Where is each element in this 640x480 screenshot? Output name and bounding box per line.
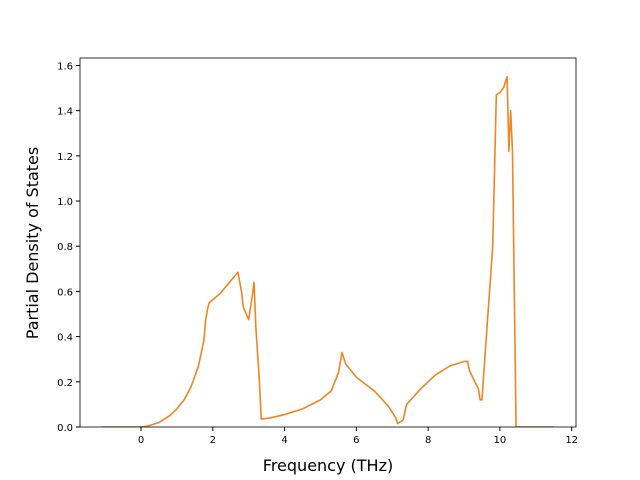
data-line — [101, 75, 554, 427]
x-tick-label: 8 — [425, 435, 431, 446]
x-tick-label: 6 — [353, 435, 359, 446]
x-tick-label: 0 — [138, 435, 144, 446]
y-tick-label: 0.0 — [57, 423, 73, 434]
x-axis-label: Frequency (THz) — [263, 456, 393, 475]
x-tick-label: 4 — [281, 435, 287, 446]
y-tick-label: 1.6 — [57, 61, 73, 72]
y-tick-label: 1.4 — [57, 107, 73, 118]
y-tick-label: 0.4 — [57, 333, 73, 344]
y-tick-label: 1.2 — [57, 152, 73, 163]
x-tick-label: 12 — [565, 435, 578, 446]
y-axis-label: Partial Density of States — [23, 147, 42, 339]
y-tick-label: 1.0 — [57, 197, 73, 208]
y-tick-label: 0.8 — [57, 242, 73, 253]
y-tick-label: 0.2 — [57, 378, 73, 389]
y-tick-label: 0.6 — [57, 287, 73, 298]
x-tick-label: 10 — [494, 435, 507, 446]
plot-frame — [79, 57, 577, 428]
x-tick-label: 2 — [210, 435, 216, 446]
